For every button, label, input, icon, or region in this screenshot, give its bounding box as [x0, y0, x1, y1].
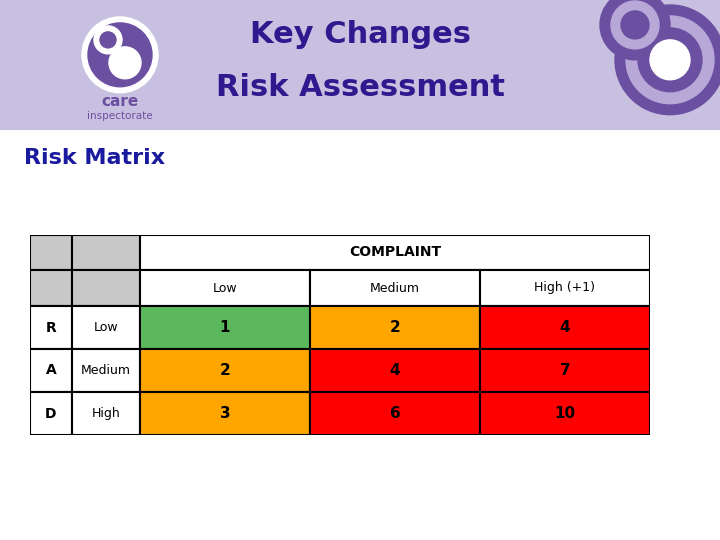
Text: 7: 7 — [559, 363, 570, 378]
Text: 10: 10 — [554, 406, 575, 421]
Bar — [480, 392, 650, 435]
Circle shape — [615, 5, 720, 114]
Circle shape — [611, 1, 659, 49]
Circle shape — [82, 17, 158, 93]
Circle shape — [109, 47, 141, 79]
Bar — [310, 392, 480, 435]
Text: COMPLAINT: COMPLAINT — [349, 246, 441, 260]
Bar — [30, 392, 72, 435]
Bar — [140, 306, 310, 349]
Text: 2: 2 — [220, 363, 230, 378]
Text: 2: 2 — [390, 320, 400, 335]
Bar — [72, 235, 140, 270]
Bar — [140, 235, 650, 270]
Text: Key Changes: Key Changes — [250, 21, 470, 49]
Text: inspectorate: inspectorate — [87, 111, 153, 120]
Text: High (+1): High (+1) — [534, 281, 595, 294]
Bar — [480, 306, 650, 349]
Bar — [72, 349, 140, 392]
Text: Low: Low — [212, 281, 238, 294]
Bar — [140, 392, 310, 435]
Text: 3: 3 — [220, 406, 230, 421]
Circle shape — [638, 28, 702, 92]
Text: R: R — [45, 321, 56, 334]
Text: Risk Assessment: Risk Assessment — [215, 73, 505, 102]
Text: 4: 4 — [390, 363, 400, 378]
Bar — [310, 270, 480, 306]
Bar — [140, 270, 310, 306]
Bar — [480, 349, 650, 392]
Text: Medium: Medium — [370, 281, 420, 294]
Bar — [30, 235, 72, 270]
Text: 1: 1 — [220, 320, 230, 335]
Text: A: A — [45, 363, 56, 377]
Circle shape — [621, 11, 649, 39]
Bar — [480, 270, 650, 306]
Circle shape — [650, 40, 690, 80]
Bar — [310, 349, 480, 392]
Bar — [30, 270, 72, 306]
Circle shape — [600, 0, 670, 60]
Circle shape — [100, 32, 116, 48]
Bar — [140, 349, 310, 392]
Text: Risk Matrix: Risk Matrix — [24, 148, 165, 168]
Bar — [310, 306, 480, 349]
Bar — [72, 392, 140, 435]
Text: 4: 4 — [559, 320, 570, 335]
Circle shape — [626, 16, 714, 104]
Text: Low: Low — [94, 321, 118, 334]
Circle shape — [94, 26, 122, 54]
Text: Medium: Medium — [81, 364, 131, 377]
Text: High: High — [91, 407, 120, 420]
Text: care: care — [102, 94, 139, 109]
Bar — [30, 349, 72, 392]
Text: D: D — [45, 407, 57, 421]
Bar — [72, 270, 140, 306]
Circle shape — [88, 23, 152, 87]
Bar — [72, 306, 140, 349]
Text: 6: 6 — [390, 406, 400, 421]
Bar — [30, 306, 72, 349]
